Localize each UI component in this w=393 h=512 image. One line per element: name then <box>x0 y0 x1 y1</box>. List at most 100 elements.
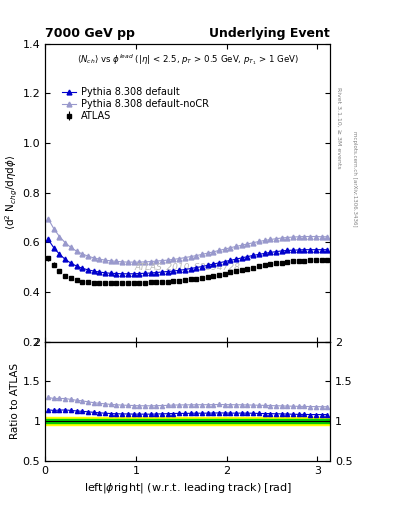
Pythia 8.308 default-noCR <box>319 233 324 240</box>
Pythia 8.308 default <box>268 249 273 255</box>
Pythia 8.308 default-noCR <box>143 259 147 265</box>
Pythia 8.308 default-noCR <box>308 233 312 240</box>
Bar <box>45 419 330 422</box>
Pythia 8.308 default <box>74 263 79 269</box>
Pythia 8.308 default <box>245 253 250 260</box>
Pythia 8.308 default <box>114 270 119 276</box>
Pythia 8.308 default <box>291 247 296 253</box>
Pythia 8.308 default <box>171 268 176 274</box>
Pythia 8.308 default <box>217 260 221 266</box>
Pythia 8.308 default <box>319 247 324 253</box>
Pythia 8.308 default-noCR <box>296 233 301 240</box>
Pythia 8.308 default-noCR <box>74 248 79 254</box>
Pythia 8.308 default <box>120 271 125 277</box>
Pythia 8.308 default-noCR <box>302 233 307 240</box>
Pythia 8.308 default <box>97 269 102 275</box>
Pythia 8.308 default <box>200 264 204 270</box>
Text: Rivet 3.1.10, ≥ 3M events: Rivet 3.1.10, ≥ 3M events <box>336 87 341 169</box>
Pythia 8.308 default <box>188 266 193 272</box>
Pythia 8.308 default-noCR <box>160 258 164 264</box>
Pythia 8.308 default <box>211 261 216 267</box>
Pythia 8.308 default <box>91 268 96 274</box>
Pythia 8.308 default-noCR <box>97 256 102 262</box>
Pythia 8.308 default <box>63 257 68 263</box>
Pythia 8.308 default <box>108 270 113 276</box>
Pythia 8.308 default-noCR <box>205 250 210 256</box>
Pythia 8.308 default <box>257 251 261 258</box>
Pythia 8.308 default <box>205 262 210 268</box>
Legend: Pythia 8.308 default, Pythia 8.308 default-noCR, ATLAS: Pythia 8.308 default, Pythia 8.308 defau… <box>59 84 212 124</box>
Pythia 8.308 default <box>165 268 170 274</box>
Pythia 8.308 default <box>125 271 130 277</box>
Pythia 8.308 default <box>57 251 62 257</box>
Pythia 8.308 default <box>143 270 147 276</box>
Pythia 8.308 default-noCR <box>91 255 96 261</box>
Pythia 8.308 default <box>222 259 227 265</box>
Pythia 8.308 default-noCR <box>262 238 267 244</box>
Pythia 8.308 default <box>131 271 136 277</box>
Pythia 8.308 default <box>251 252 255 259</box>
Pythia 8.308 default <box>239 255 244 261</box>
Pythia 8.308 default <box>325 247 330 253</box>
Pythia 8.308 default-noCR <box>279 235 284 241</box>
Pythia 8.308 default-noCR <box>285 234 290 241</box>
Pythia 8.308 default-noCR <box>200 251 204 258</box>
Text: $\langle N_{ch}\rangle$ vs $\phi^{lead}$ ($|\eta|$ < 2.5, $p_T$ > 0.5 GeV, $p_{T: $\langle N_{ch}\rangle$ vs $\phi^{lead}$… <box>77 52 299 68</box>
Pythia 8.308 default <box>177 267 182 273</box>
Pythia 8.308 default <box>182 266 187 272</box>
Pythia 8.308 default-noCR <box>131 259 136 265</box>
Pythia 8.308 default-noCR <box>108 258 113 264</box>
Pythia 8.308 default <box>262 250 267 257</box>
Pythia 8.308 default <box>160 269 164 275</box>
Pythia 8.308 default <box>285 247 290 253</box>
Pythia 8.308 default-noCR <box>120 259 125 265</box>
Pythia 8.308 default-noCR <box>57 233 62 240</box>
Pythia 8.308 default <box>296 247 301 253</box>
Pythia 8.308 default-noCR <box>51 225 56 231</box>
Pythia 8.308 default-noCR <box>46 216 50 222</box>
Pythia 8.308 default-noCR <box>114 258 119 264</box>
Pythia 8.308 default <box>68 260 73 266</box>
Pythia 8.308 default <box>194 265 198 271</box>
Pythia 8.308 default-noCR <box>251 240 255 246</box>
Pythia 8.308 default-noCR <box>217 247 221 253</box>
Pythia 8.308 default <box>308 247 312 253</box>
Pythia 8.308 default-noCR <box>86 253 90 259</box>
Pythia 8.308 default <box>228 258 233 264</box>
Text: Underlying Event: Underlying Event <box>209 27 330 40</box>
Pythia 8.308 default <box>302 247 307 253</box>
Pythia 8.308 default-noCR <box>245 241 250 247</box>
Pythia 8.308 default <box>314 247 318 253</box>
Pythia 8.308 default <box>279 248 284 254</box>
Bar <box>45 417 330 425</box>
Pythia 8.308 default-noCR <box>148 259 153 265</box>
Pythia 8.308 default-noCR <box>314 233 318 240</box>
Pythia 8.308 default-noCR <box>228 245 233 251</box>
Pythia 8.308 default-noCR <box>194 252 198 259</box>
Text: mcplots.cern.ch [arXiv:1306.3436]: mcplots.cern.ch [arXiv:1306.3436] <box>352 132 357 227</box>
Pythia 8.308 default <box>86 267 90 273</box>
Line: Pythia 8.308 default: Pythia 8.308 default <box>46 237 330 276</box>
Pythia 8.308 default <box>103 270 107 276</box>
Line: Pythia 8.308 default-noCR: Pythia 8.308 default-noCR <box>46 216 330 265</box>
Pythia 8.308 default-noCR <box>325 233 330 240</box>
Pythia 8.308 default <box>46 236 50 242</box>
Pythia 8.308 default-noCR <box>80 251 84 257</box>
Pythia 8.308 default-noCR <box>257 239 261 245</box>
Pythia 8.308 default <box>137 270 141 276</box>
Pythia 8.308 default-noCR <box>211 249 216 255</box>
Pythia 8.308 default <box>154 269 159 275</box>
Pythia 8.308 default-noCR <box>165 257 170 263</box>
Text: ATLAS_2010_S8894728: ATLAS_2010_S8894728 <box>135 263 241 271</box>
Pythia 8.308 default-noCR <box>291 234 296 240</box>
Pythia 8.308 default <box>148 270 153 276</box>
Pythia 8.308 default-noCR <box>103 257 107 263</box>
Pythia 8.308 default <box>80 265 84 271</box>
Pythia 8.308 default-noCR <box>234 243 239 249</box>
Pythia 8.308 default-noCR <box>63 240 68 246</box>
Pythia 8.308 default-noCR <box>222 246 227 252</box>
Pythia 8.308 default <box>51 245 56 251</box>
Y-axis label: $\langle$d$^2$ N$_{chg}$/d$\eta$d$\phi$$\rangle$: $\langle$d$^2$ N$_{chg}$/d$\eta$d$\phi$$… <box>4 155 20 230</box>
X-axis label: left|$\phi$right| (w.r.t. leading track) [rad]: left|$\phi$right| (w.r.t. leading track)… <box>84 481 292 495</box>
Pythia 8.308 default-noCR <box>68 244 73 250</box>
